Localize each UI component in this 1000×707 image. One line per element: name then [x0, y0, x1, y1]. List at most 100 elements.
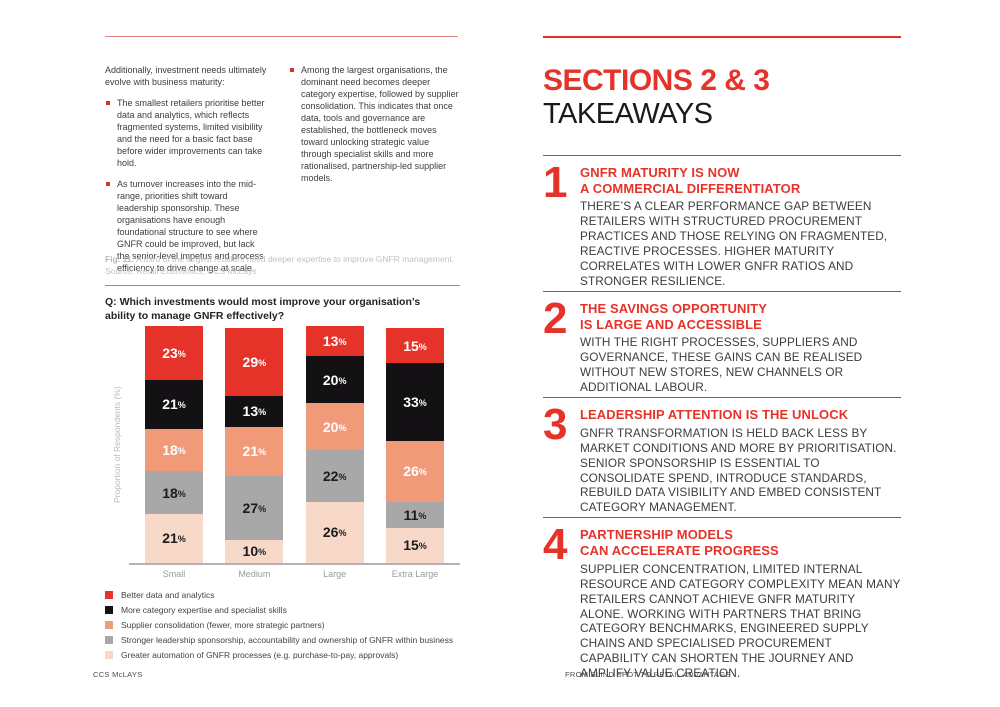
segment-value: 33: [403, 394, 419, 411]
bullet-text: As turnover increases into the mid-range…: [117, 178, 264, 273]
takeaway-item-2: 2 THE SAVINGS OPPORTUNITY IS LARGE AND A…: [543, 290, 901, 395]
legend-swatch-icon: [105, 636, 113, 644]
segment-value: 26: [403, 463, 419, 480]
right-page: SECTIONS 2 & 3 TAKEAWAYS 1 GNFR MATURITY…: [543, 36, 901, 683]
segment-percent-sign: %: [258, 447, 267, 458]
segment-value: 29: [242, 354, 259, 371]
bar-segment: 13%: [225, 396, 284, 427]
bar-segment: 15%: [385, 328, 444, 364]
takeaway-content: LEADERSHIP ATTENTION IS THE UNLOCK GNFR …: [580, 407, 901, 515]
segment-percent-sign: %: [177, 534, 186, 545]
segment-value: 13: [322, 332, 339, 349]
segment-percent-sign: %: [177, 400, 186, 411]
takeaway-item-3: 3 LEADERSHIP ATTENTION IS THE UNLOCK GNF…: [543, 397, 901, 515]
chart-x-axis-labels: Small Medium Large Extra Large: [129, 569, 460, 579]
takeaway-title: PARTNERSHIP MODELS CAN ACCELERATE PROGRE…: [580, 527, 779, 558]
takeaway-body: WITH THE RIGHT PROCESSES, SUPPLIERS AND …: [580, 335, 863, 395]
bar-segment: 29%: [225, 328, 284, 397]
takeaway-item-1: 1 GNFR MATURITY IS NOW A COMMERCIAL DIFF…: [543, 154, 901, 289]
legend-item: Greater automation of GNFR processes (e.…: [105, 650, 485, 660]
segment-value: 13: [242, 403, 259, 420]
bar-small: 23% 21% 18% 18% 21%: [145, 325, 203, 563]
question-divider: [105, 285, 460, 286]
section-title-primary: SECTIONS 2 & 3: [543, 64, 770, 97]
segment-value: 21: [162, 396, 178, 413]
segment-value: 10: [242, 543, 259, 560]
bar-segment: 21%: [145, 379, 203, 430]
legend-item: Supplier consolidation (fewer, more stra…: [105, 620, 485, 630]
bullet-item: The smallest retailers prioritise better…: [105, 98, 267, 170]
bar-segment: 27%: [225, 476, 284, 540]
segment-value: 15: [403, 337, 419, 354]
bar-segment: 15%: [385, 527, 444, 563]
segment-percent-sign: %: [258, 358, 267, 369]
legend-label: More category expertise and specialist s…: [121, 605, 287, 615]
bar-segment: 20%: [305, 356, 364, 404]
figure-caption-label: Fig. 11:: [105, 254, 135, 264]
segment-value: 20: [322, 418, 339, 435]
bar-segment: 11%: [385, 501, 444, 528]
chart-plot-row: Proportion of Respondents (%) 23% 21% 18% 1…: [105, 325, 460, 565]
takeaway-body: THERE’S A CLEAR PERFORMANCE GAP BETWEEN …: [580, 199, 888, 288]
bar-segment: 23%: [145, 325, 203, 380]
legend-swatch-icon: [105, 606, 113, 614]
legend-label: Supplier consolidation (fewer, more stra…: [121, 620, 325, 630]
footer-report-title: FROM BLIND SPOT TO RETAIL ADVANTAGE: [565, 670, 731, 679]
segment-percent-sign: %: [258, 547, 267, 558]
legend-label: Stronger leadership sponsorship, account…: [121, 635, 454, 645]
left-page: Additionally, investment needs ultimatel…: [105, 36, 460, 660]
segment-percent-sign: %: [418, 467, 427, 478]
intro-column-1: Additionally, investment needs ultimatel…: [105, 65, 267, 284]
segment-value: 27: [242, 499, 259, 516]
segment-value: 22: [322, 468, 339, 485]
legend-item: Stronger leadership sponsorship, account…: [105, 635, 485, 645]
segment-value: 15: [403, 537, 419, 554]
survey-question: Q: Which investments would most improve …: [105, 296, 421, 323]
bar-segment: 33%: [385, 363, 444, 441]
takeaway-body: SUPPLIER CONCENTRATION, LIMITED INTERNAL…: [580, 561, 901, 681]
bar-segment: 13%: [305, 325, 364, 357]
segment-percent-sign: %: [338, 336, 347, 347]
segment-value: 11: [403, 506, 419, 523]
intro-columns: Additionally, investment needs ultimatel…: [105, 65, 460, 284]
bullet-marker-icon: [290, 68, 294, 72]
figure-caption-text: A third of the largest retailers need de…: [134, 254, 455, 264]
bullet-text: The smallest retailers prioritise better…: [117, 97, 265, 168]
segment-value: 26: [322, 524, 339, 541]
bar-segment: 21%: [145, 513, 203, 563]
segment-percent-sign: %: [177, 446, 186, 457]
intro-paragraph: Additionally, investment needs ultimatel…: [105, 65, 267, 87]
segment-value: 21: [242, 443, 259, 460]
takeaway-title: THE SAVINGS OPPORTUNITY IS LARGE AND ACC…: [580, 300, 767, 332]
takeaway-content: GNFR MATURITY IS NOW A COMMERCIAL DIFFER…: [580, 165, 901, 289]
chart-legend: Better data and analytics More category e…: [105, 590, 485, 665]
x-axis-tick-label: Large: [323, 569, 347, 579]
takeaway-content: THE SAVINGS OPPORTUNITY IS LARGE AND ACC…: [580, 301, 901, 395]
legend-item: Better data and analytics: [105, 590, 485, 600]
x-axis-tick-label: Extra Large: [391, 569, 439, 579]
segment-percent-sign: %: [418, 398, 427, 409]
chart-y-axis-label: Proportion of Respondents (%): [112, 386, 122, 504]
legend-swatch-icon: [105, 591, 113, 599]
segment-percent-sign: %: [258, 503, 267, 514]
bar-segment: 18%: [145, 471, 203, 514]
segment-percent-sign: %: [338, 375, 347, 386]
bar-segment: 26%: [385, 440, 444, 502]
segment-percent-sign: %: [338, 422, 347, 433]
takeaways-list: 1 GNFR MATURITY IS NOW A COMMERCIAL DIFF…: [543, 154, 901, 681]
bar-large: 13% 20% 20% 22% 26%: [305, 325, 364, 563]
section-title-secondary: TAKEAWAYS: [543, 97, 713, 130]
bar-segment: 18%: [145, 429, 203, 472]
bullet-text: Among the largest organisations, the dom…: [301, 65, 459, 183]
chart-plot-area: 23% 21% 18% 18% 21% 29% 13% 21% 27% 10% 13% 20% 20% 2…: [129, 325, 460, 565]
left-top-rule: [105, 36, 458, 37]
bar-segment: 22%: [305, 450, 364, 502]
takeaway-number: 1: [543, 157, 568, 207]
segment-percent-sign: %: [258, 407, 267, 418]
takeaway-title: GNFR MATURITY IS NOW A COMMERCIAL DIFFER…: [580, 164, 801, 196]
segment-percent-sign: %: [338, 528, 347, 539]
segment-percent-sign: %: [418, 510, 427, 521]
segment-value: 20: [322, 371, 339, 388]
figure-source: Source: Retail Economics, CCS McLays: [105, 266, 257, 277]
segment-percent-sign: %: [177, 488, 186, 499]
